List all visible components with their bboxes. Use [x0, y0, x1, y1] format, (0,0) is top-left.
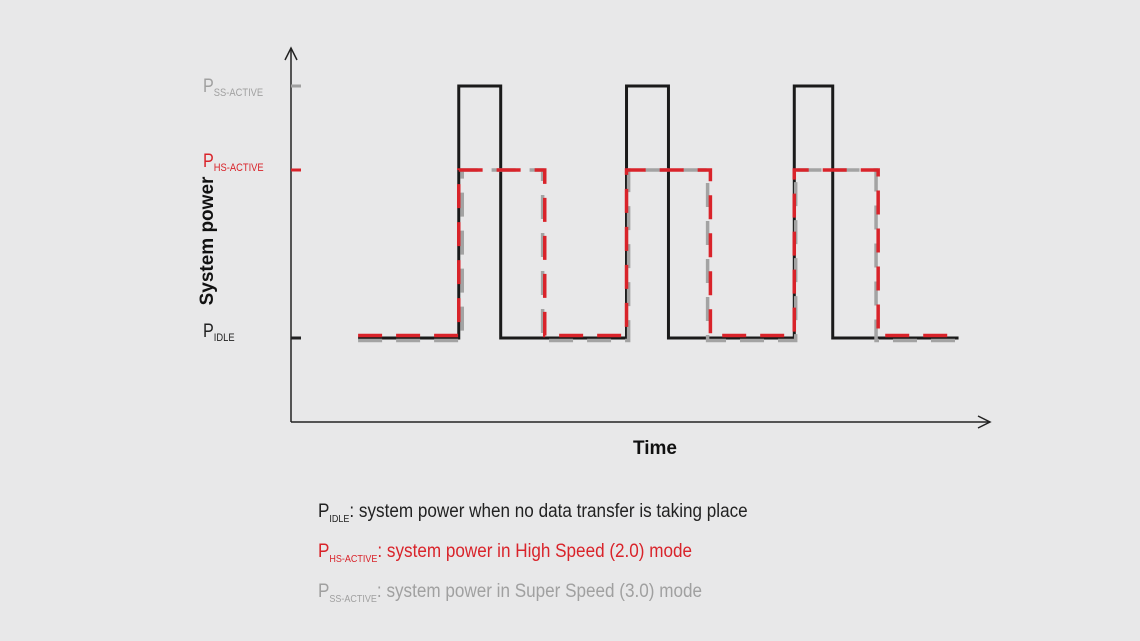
series-line-0: [358, 84, 959, 340]
level-main: P: [203, 321, 214, 342]
legend-text: : system power in Super Speed (3.0) mode: [376, 581, 703, 602]
level-label-hs-active: PHS-ACTIVE: [203, 151, 264, 174]
level-sub: HS-ACTIVE: [213, 162, 264, 174]
series-line-1: [358, 168, 959, 343]
level-sub: IDLE: [213, 332, 235, 344]
legend-text: : system power when no data transfer is …: [349, 501, 748, 522]
legend-main: P: [318, 581, 330, 602]
legend-item-idle: PIDLE: system power when no data transfe…: [318, 496, 748, 536]
legend-item-hs-active: PHS-ACTIVE: system power in High Speed (…: [318, 536, 748, 576]
legend-sub: HS-ACTIVE: [329, 554, 378, 565]
legend-sub: IDLE: [329, 514, 350, 525]
series-line-2: [358, 168, 959, 338]
y-axis-arrow: [284, 46, 298, 61]
legend: PIDLE: system power when no data transfe…: [318, 496, 748, 616]
legend-sub: SS-ACTIVE: [329, 594, 377, 605]
legend-main: P: [318, 501, 330, 522]
level-main: P: [203, 151, 214, 172]
level-label-ss-active: PSS-ACTIVE: [203, 76, 263, 99]
level-sub: SS-ACTIVE: [213, 87, 264, 99]
x-axis-arrow: [977, 415, 992, 429]
x-axis-label: Time: [632, 438, 677, 459]
level-label-idle: PIDLE: [203, 321, 235, 344]
legend-main: P: [318, 541, 330, 562]
legend-text: : system power in High Speed (2.0) mode: [377, 541, 693, 562]
level-main: P: [203, 76, 214, 97]
y-axis-label: System power: [197, 176, 218, 306]
legend-item-ss-active: PSS-ACTIVE: system power in Super Speed …: [318, 576, 748, 616]
